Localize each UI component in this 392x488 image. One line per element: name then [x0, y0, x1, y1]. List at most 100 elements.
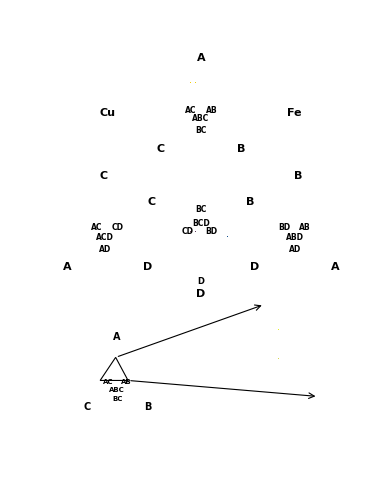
Point [278, 102, 284, 110]
Point [299, 236, 305, 244]
Point [163, 210, 169, 218]
Point [105, 205, 111, 213]
Point [267, 113, 274, 121]
Point [317, 101, 323, 109]
Point [178, 123, 184, 131]
Point [243, 392, 249, 400]
Point [310, 125, 316, 133]
Point [196, 219, 203, 227]
Point [113, 141, 120, 149]
Point [276, 205, 282, 213]
Point [98, 216, 104, 224]
Point [199, 225, 205, 233]
Point [307, 231, 314, 239]
Point [325, 246, 332, 254]
Point [234, 220, 240, 227]
Point [205, 111, 212, 119]
Point [131, 105, 137, 113]
Point [121, 385, 127, 392]
Point [113, 381, 119, 388]
Point [276, 132, 282, 140]
Point [183, 126, 190, 134]
Point [324, 238, 330, 245]
Point [275, 89, 281, 97]
Point [219, 129, 225, 137]
Point [305, 372, 311, 380]
Point [76, 233, 82, 241]
Point [201, 221, 207, 228]
Point [100, 223, 107, 231]
Point [192, 270, 199, 278]
Point [267, 309, 274, 317]
Point [253, 374, 259, 382]
Point [119, 248, 125, 256]
Point [289, 239, 295, 247]
Point [116, 102, 122, 110]
Point [127, 124, 133, 132]
Point [112, 107, 118, 115]
Point [300, 375, 307, 383]
Point [173, 119, 180, 126]
Point [220, 384, 227, 391]
Point [243, 372, 250, 380]
Point [233, 214, 239, 222]
Point [194, 206, 200, 214]
Point [204, 262, 210, 270]
Point [85, 240, 92, 248]
Point [199, 89, 205, 97]
Point [197, 249, 203, 257]
Point [189, 251, 195, 259]
Point [222, 370, 229, 378]
Point [279, 222, 285, 229]
Point [117, 344, 123, 352]
Point [305, 124, 312, 132]
Point [122, 242, 128, 249]
Point [205, 264, 211, 271]
Point [95, 115, 101, 123]
Point [255, 366, 261, 374]
Point [286, 239, 292, 246]
Point [98, 215, 104, 223]
Point [208, 255, 214, 263]
Point [192, 109, 198, 117]
Point [89, 251, 95, 259]
Point [228, 389, 234, 397]
Point [198, 280, 204, 287]
Point [117, 224, 123, 232]
Point [99, 398, 105, 406]
Point [238, 133, 244, 141]
Point [112, 202, 118, 210]
Point [201, 204, 208, 212]
Point [320, 243, 327, 251]
Point [292, 242, 299, 250]
Point [83, 391, 90, 399]
Point [138, 98, 144, 106]
Point [94, 380, 101, 388]
Point [188, 261, 194, 268]
Point [172, 111, 178, 119]
Point [109, 201, 115, 208]
Point [281, 234, 287, 242]
Point [95, 239, 101, 247]
Point [279, 129, 286, 137]
Point [186, 114, 192, 122]
Point [241, 357, 247, 365]
Point [189, 121, 195, 129]
Point [198, 214, 204, 222]
Point [69, 102, 76, 110]
Point [125, 235, 132, 243]
Point [298, 203, 305, 211]
Point [260, 239, 266, 246]
Point [303, 395, 309, 403]
Point [261, 350, 267, 358]
Point [293, 355, 299, 363]
Point [100, 211, 107, 219]
Point [236, 344, 242, 351]
Point [269, 231, 275, 239]
Point [255, 242, 261, 249]
Point [220, 244, 227, 252]
Point [263, 90, 270, 98]
Point [224, 128, 230, 136]
Point [96, 240, 102, 248]
Point [92, 234, 98, 242]
